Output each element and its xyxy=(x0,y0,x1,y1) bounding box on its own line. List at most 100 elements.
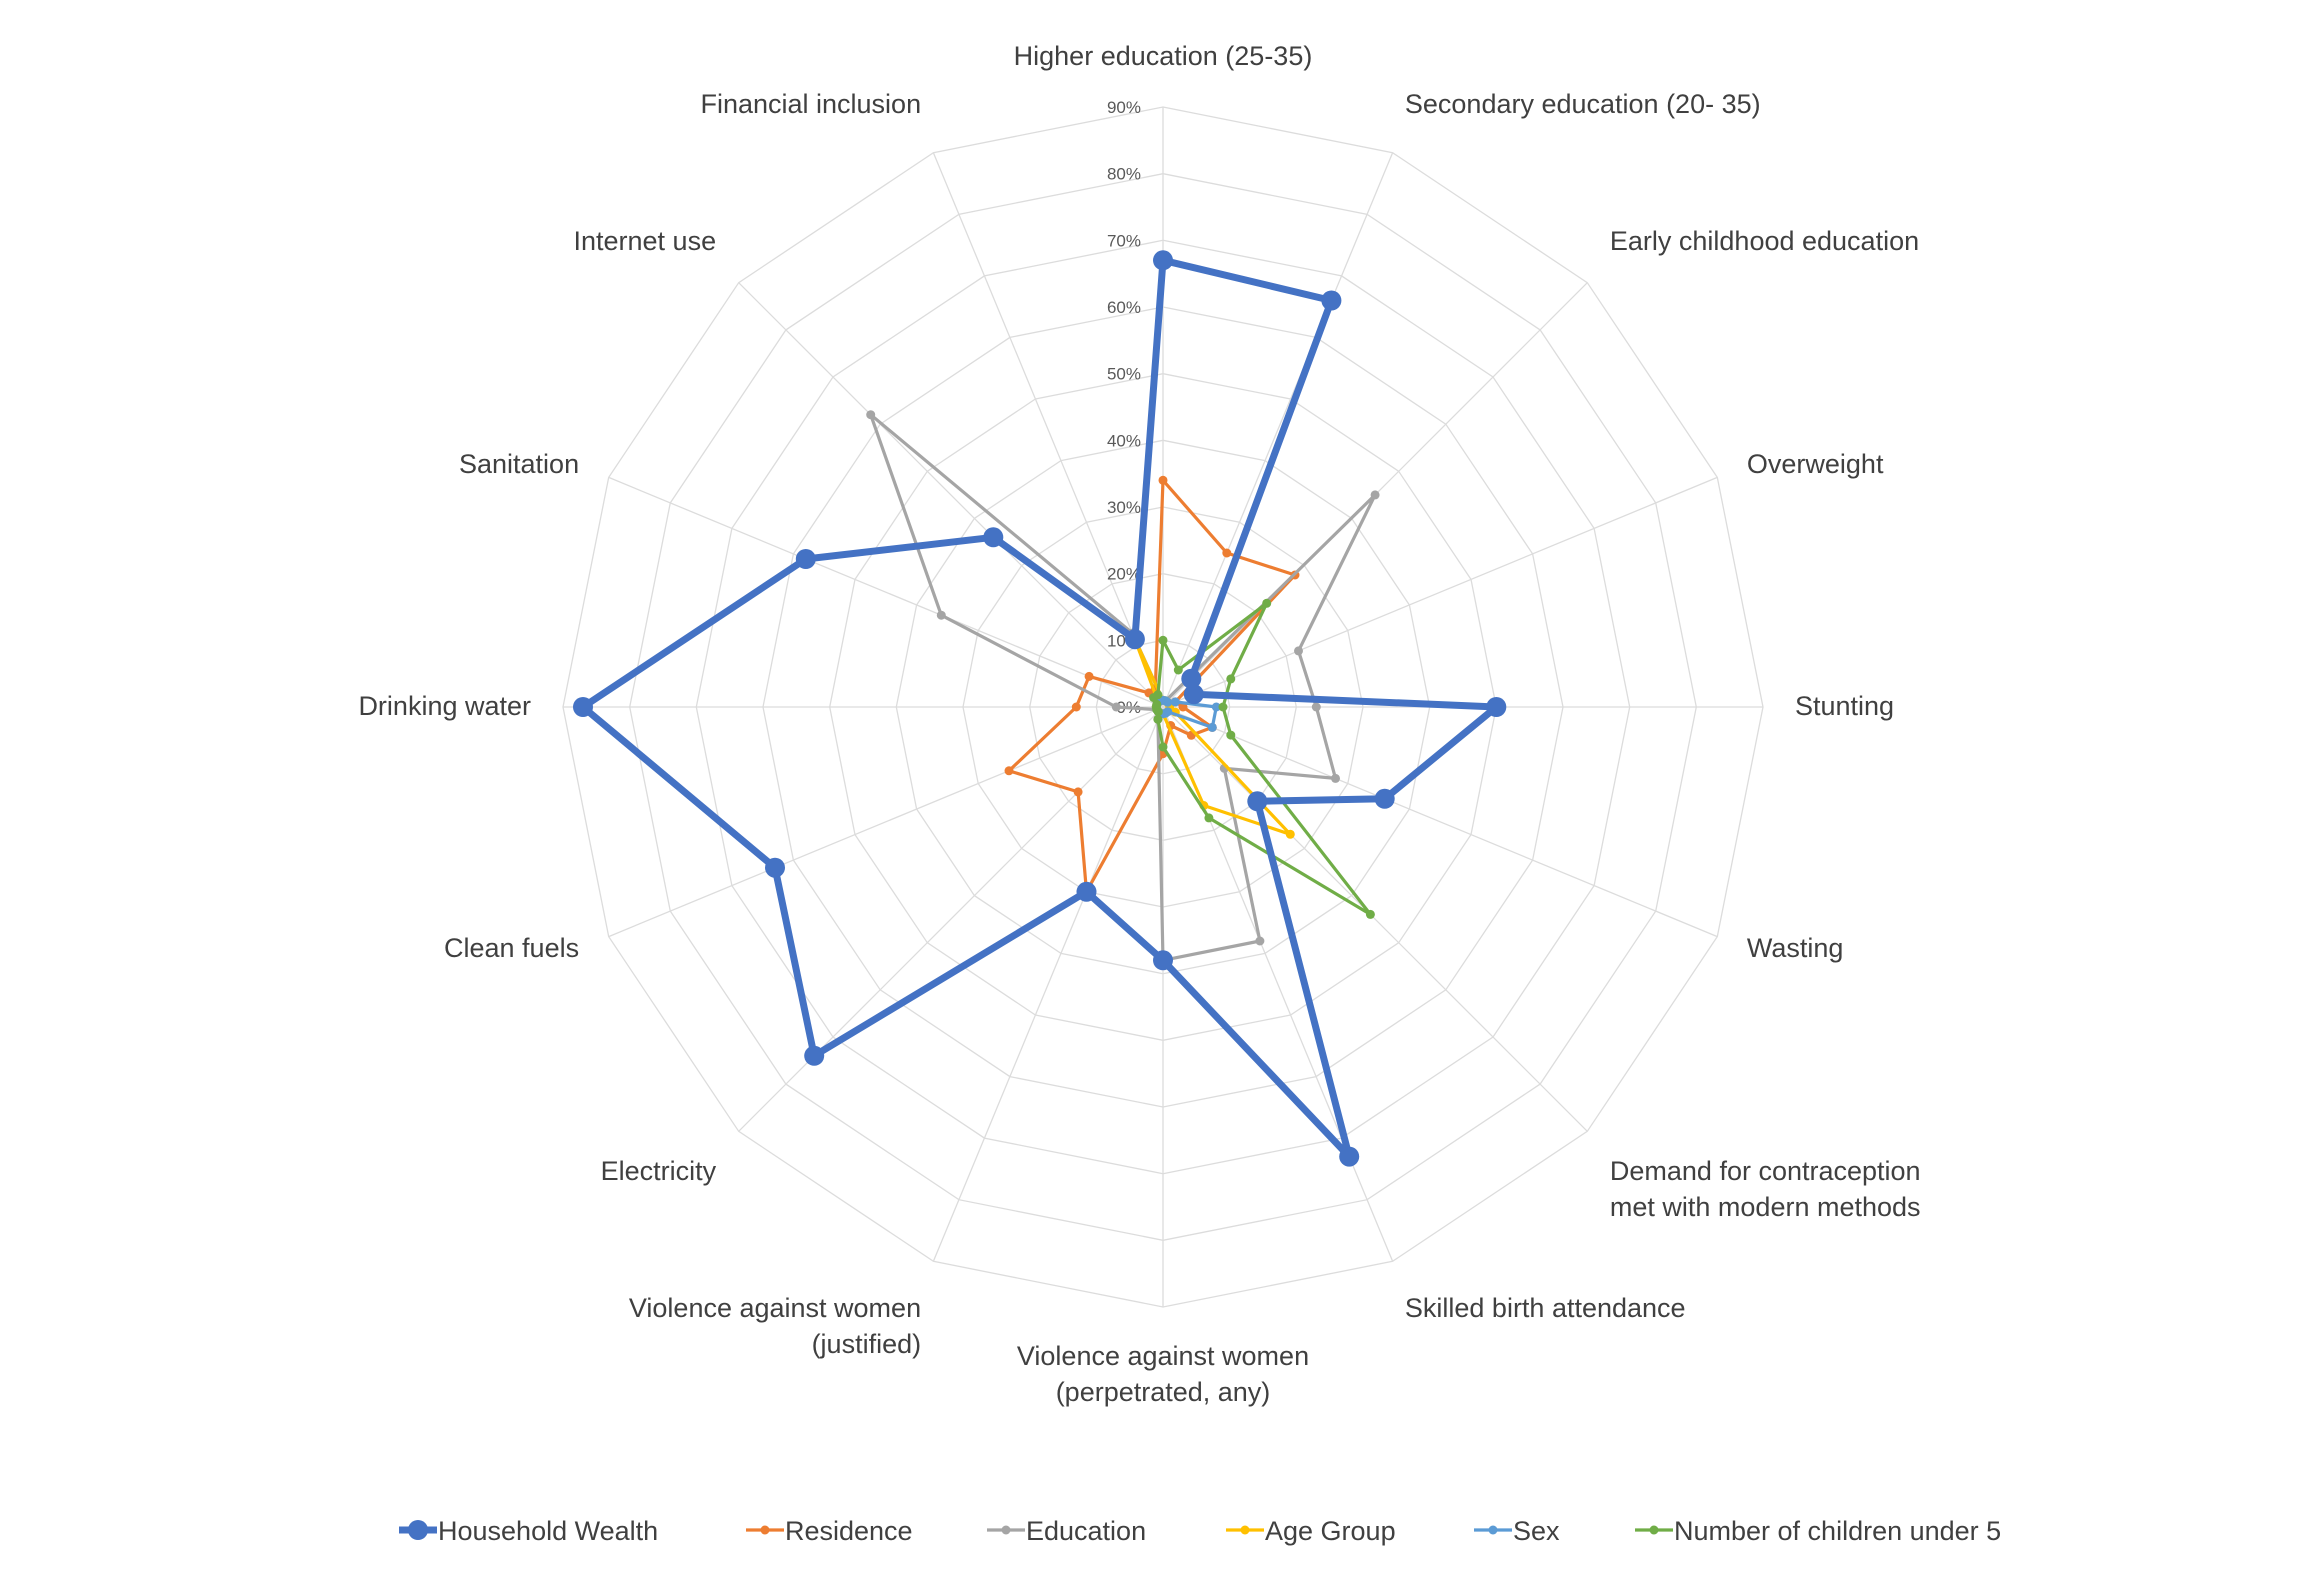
data-point xyxy=(804,1045,825,1066)
axis-spoke xyxy=(1162,706,1588,1132)
legend-swatch-marker xyxy=(408,1520,428,1540)
series-line xyxy=(869,413,1377,962)
legend-label: Age Group xyxy=(1265,1516,1396,1546)
axis-label: Internet use xyxy=(574,226,717,256)
data-point xyxy=(1211,702,1221,712)
data-point xyxy=(1181,668,1202,689)
data-point xyxy=(1294,646,1303,656)
data-point xyxy=(1285,829,1295,839)
axis-label: Higher education (25-35) xyxy=(1014,41,1313,71)
legend-swatch-marker xyxy=(1240,1525,1250,1535)
data-point xyxy=(1331,773,1340,783)
legend-label: Household Wealth xyxy=(438,1516,658,1546)
tick-label: 50% xyxy=(1107,365,1141,384)
data-point xyxy=(795,549,816,569)
axis-label: Stunting xyxy=(1795,691,1894,721)
data-point xyxy=(1183,684,1204,705)
data-point xyxy=(1247,791,1268,812)
data-point xyxy=(1153,950,1173,971)
legend-swatch-marker xyxy=(1488,1525,1498,1535)
series-number-of-children-under-5 xyxy=(1149,598,1375,919)
data-point xyxy=(1321,290,1342,311)
series-lines xyxy=(573,250,1507,1167)
axis-spoke xyxy=(1162,152,1394,708)
data-point xyxy=(1004,766,1014,776)
data-point xyxy=(1218,702,1228,712)
axis-label: Secondary education (20- 35) xyxy=(1405,89,1761,119)
axis-labels: Higher education (25-35) Secondary educat… xyxy=(358,41,1920,1407)
axis-label: Early childhood education xyxy=(1610,226,1919,256)
axis-spoke xyxy=(738,706,1164,1132)
data-point xyxy=(573,697,593,717)
data-point xyxy=(1158,475,1168,485)
axis-label: Drinking water xyxy=(358,691,531,721)
data-point xyxy=(1204,813,1214,823)
legend-item: Education xyxy=(987,1516,1146,1546)
axis-spoke xyxy=(932,706,1164,1262)
tick-label: 20% xyxy=(1107,565,1141,584)
tick-label: 70% xyxy=(1107,231,1141,250)
data-point xyxy=(1084,671,1094,681)
tick-label: 30% xyxy=(1107,498,1141,517)
data-point xyxy=(1486,697,1507,717)
axis-label: Violence against women (justified) xyxy=(629,1293,921,1359)
series-education xyxy=(866,410,1380,965)
data-point xyxy=(1226,730,1236,740)
data-point xyxy=(1170,697,1180,707)
data-point xyxy=(765,857,785,878)
data-point xyxy=(1158,635,1168,645)
axis-spoke xyxy=(608,476,1164,708)
axis-label: Violence against women (perpetrated, any) xyxy=(1017,1341,1309,1407)
axis-spoke xyxy=(608,706,1164,938)
legend-label: Residence xyxy=(785,1516,913,1546)
data-point xyxy=(1071,702,1081,712)
radial-tick-labels: 0%10%20%30%40%50%60%70%80%90% xyxy=(1107,98,1141,717)
axis-label: Electricity xyxy=(601,1156,717,1186)
data-point xyxy=(936,610,946,620)
axis-spoke xyxy=(932,152,1164,708)
legend-label: Education xyxy=(1026,1516,1146,1546)
data-point xyxy=(1073,787,1083,797)
axis-label: Overweight xyxy=(1747,449,1884,479)
data-point xyxy=(1111,702,1121,712)
data-point xyxy=(983,527,1004,548)
legend-item: Sex xyxy=(1474,1516,1560,1546)
data-point xyxy=(1339,1146,1360,1167)
axis-label: Skilled birth attendance xyxy=(1405,1293,1686,1323)
data-point xyxy=(1222,548,1232,558)
legend-item: Age Group xyxy=(1226,1516,1396,1546)
data-point xyxy=(1153,250,1173,271)
legend-swatch-marker xyxy=(1001,1525,1011,1535)
axis-label: Wasting xyxy=(1747,933,1844,963)
tick-label: 80% xyxy=(1107,165,1141,184)
axis-spoke xyxy=(738,282,1164,708)
axis-label: Demand for contraception met with modern … xyxy=(1610,1156,1921,1222)
data-point xyxy=(1255,936,1265,946)
tick-label: 60% xyxy=(1107,298,1141,317)
data-point xyxy=(1153,690,1163,700)
series-line xyxy=(579,256,1500,1161)
data-point xyxy=(1365,909,1375,919)
tick-label: 40% xyxy=(1107,431,1141,450)
data-point xyxy=(1311,702,1321,712)
axis-label: Sanitation xyxy=(459,449,579,479)
data-point xyxy=(1226,674,1236,684)
data-point xyxy=(1163,697,1173,707)
data-point xyxy=(1076,881,1097,902)
legend-swatch-marker xyxy=(1649,1525,1659,1535)
legend-label: Number of children under 5 xyxy=(1674,1516,2001,1546)
data-point xyxy=(1374,788,1395,809)
legend-label: Sex xyxy=(1513,1516,1560,1546)
legend-swatch-marker xyxy=(760,1525,770,1535)
data-point xyxy=(1124,629,1145,650)
axis-spoke xyxy=(1162,476,1718,708)
axis-label: Clean fuels xyxy=(444,933,579,963)
data-point xyxy=(1173,665,1183,675)
legend-item: Household Wealth xyxy=(399,1516,658,1546)
data-point xyxy=(1370,490,1380,500)
data-point xyxy=(1262,598,1272,608)
legend-item: Residence xyxy=(746,1516,913,1546)
data-point xyxy=(866,410,876,420)
data-point xyxy=(1152,699,1162,709)
